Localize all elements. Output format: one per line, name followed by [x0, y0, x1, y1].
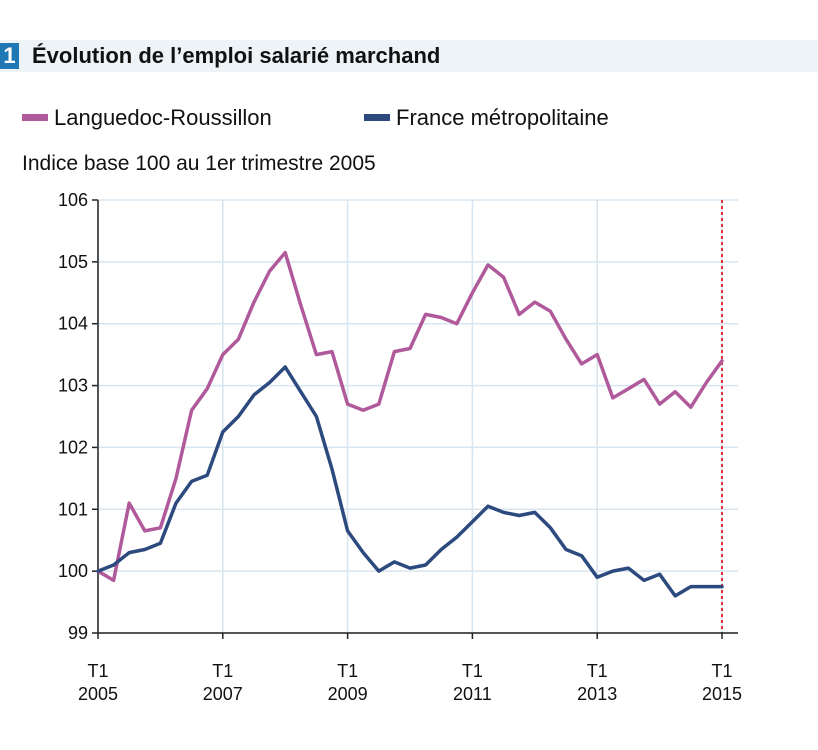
y-tick-label: 102	[58, 437, 88, 457]
x-tick-label-quarter: T1	[587, 661, 608, 681]
y-tick-label: 103	[58, 376, 88, 396]
x-tick-label-year: 2013	[577, 684, 617, 704]
x-tick-label-year: 2009	[328, 684, 368, 704]
y-tick-label: 100	[58, 561, 88, 581]
chart-title: Évolution de l’emploi salarié marchand	[32, 43, 441, 68]
y-tick-label: 104	[58, 314, 88, 334]
x-tick-label-year: 2007	[203, 684, 243, 704]
y-tick-label: 99	[68, 623, 88, 643]
legend-swatch-france	[364, 113, 390, 121]
x-tick-label-quarter: T1	[711, 661, 732, 681]
y-axis-unit-label: Indice base 100 au 1er trimestre 2005	[22, 152, 376, 175]
y-tick-label: 105	[58, 252, 88, 272]
x-tick-label-quarter: T1	[462, 661, 483, 681]
y-tick-label: 106	[58, 190, 88, 210]
y-tick-label: 101	[58, 499, 88, 519]
x-tick-label-year: 2011	[453, 684, 492, 704]
legend-item-france: France métropolitaine	[364, 103, 609, 133]
series-line-france-metropolitaine	[96, 365, 724, 598]
x-tick-label-quarter: T1	[337, 661, 358, 681]
legend-label-languedoc: Languedoc-Roussillon	[54, 105, 272, 130]
title-bar: 1 Évolution de l’emploi salarié marchand	[0, 40, 818, 72]
x-tick-label-year: 2005	[78, 684, 118, 704]
x-tick-label-quarter: T1	[87, 661, 108, 681]
x-tick-label-year: 2015	[702, 684, 742, 704]
figure-number: 1	[0, 43, 19, 69]
legend-item-languedoc: Languedoc-Roussillon	[22, 103, 272, 133]
x-tick-label-quarter: T1	[212, 661, 233, 681]
series-line-languedoc-roussillon	[96, 250, 724, 583]
legend-label-france: France métropolitaine	[396, 105, 609, 130]
legend-swatch-languedoc	[22, 113, 48, 121]
